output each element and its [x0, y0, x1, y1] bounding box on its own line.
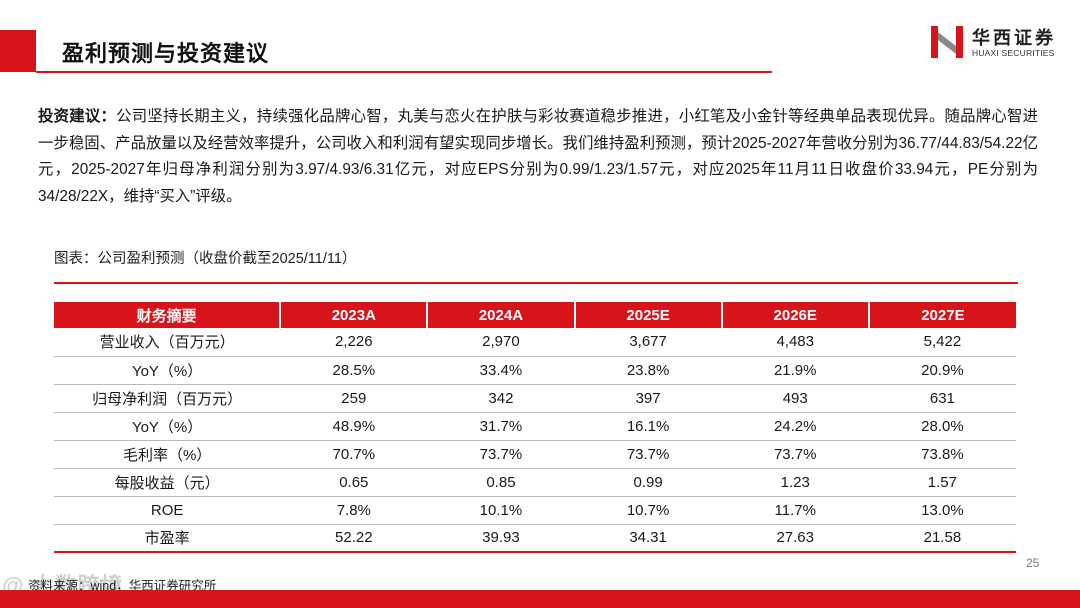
table-cell: 2,226	[280, 328, 428, 357]
table-row: 归母净利润（百万元） 259 342 397 493 631	[54, 384, 1016, 413]
table-row: 毛利率（%） 70.7% 73.7% 73.7% 73.7% 73.8%	[54, 440, 1016, 469]
table-cell: 21.9%	[721, 356, 869, 385]
row-label: YoY（%）	[54, 412, 281, 441]
table-cell: 39.93	[427, 524, 575, 553]
table-cell: 3,677	[574, 328, 722, 357]
header-divider	[36, 71, 772, 73]
table-cell: 24.2%	[721, 412, 869, 441]
huaxi-logo-icon	[931, 26, 963, 58]
data-source-note: 资料来源：wind，华西证券研究所	[28, 579, 217, 593]
table-cell: 16.1%	[574, 412, 722, 441]
table-header-row: 财务摘要 2023A 2024A 2025E 2026E 2027E	[54, 302, 1016, 328]
table-cell: 493	[721, 384, 869, 413]
investment-advice-paragraph: 投资建议：公司坚持长期主义，持续强化品牌心智，丸美与恋火在护肤与彩妆赛道稳步推进…	[38, 104, 1038, 210]
caption-divider	[54, 282, 1018, 284]
table-row: 营业收入（百万元） 2,226 2,970 3,677 4,483 5,422	[54, 328, 1016, 357]
row-label: 毛利率（%）	[54, 440, 281, 469]
table-row: 市盈率 52.22 39.93 34.31 27.63 21.58	[54, 524, 1016, 553]
table-cell: 4,483	[721, 328, 869, 357]
table-cell: 1.23	[721, 468, 869, 497]
row-label: 市盈率	[54, 524, 281, 553]
table-cell: 48.9%	[280, 412, 428, 441]
row-label: YoY（%）	[54, 356, 281, 385]
column-header: 2027E	[868, 302, 1016, 328]
table-cell: 10.7%	[574, 496, 722, 525]
column-header: 2026E	[721, 302, 870, 328]
row-label: ROE	[54, 496, 281, 525]
table-cell: 0.99	[574, 468, 722, 497]
table-cell: 52.22	[280, 524, 428, 553]
page-number: 25	[1026, 556, 1040, 570]
column-header: 2024A	[427, 302, 576, 328]
table-cell: 21.58	[868, 524, 1016, 553]
table-row: 每股收益（元） 0.65 0.85 0.99 1.23 1.57	[54, 468, 1016, 497]
row-label: 归母净利润（百万元）	[54, 384, 281, 413]
table-cell: 20.9%	[868, 356, 1016, 385]
paragraph-lead: 投资建议：	[38, 108, 117, 125]
table-cell: 5,422	[868, 328, 1016, 357]
table-caption: 图表：公司盈利预测（收盘价截至2025/11/11）	[54, 251, 357, 267]
table-row: YoY（%） 48.9% 31.7% 16.1% 24.2% 28.0%	[54, 412, 1016, 441]
table-cell: 73.7%	[427, 440, 575, 469]
table-cell: 73.7%	[574, 440, 722, 469]
table-cell: 70.7%	[280, 440, 428, 469]
table-cell: 7.8%	[280, 496, 428, 525]
table-cell: 397	[574, 384, 722, 413]
table-cell: 342	[427, 384, 575, 413]
table-row: YoY（%） 28.5% 33.4% 23.8% 21.9% 20.9%	[54, 356, 1016, 385]
table-cell: 28.5%	[280, 356, 428, 385]
table-cell: 2,970	[427, 328, 575, 357]
row-label: 营业收入（百万元）	[54, 328, 281, 357]
table-cell: 73.7%	[721, 440, 869, 469]
logo-name-cn: 华西证券	[972, 28, 1056, 48]
earnings-forecast-table: 财务摘要 2023A 2024A 2025E 2026E 2027E 营业收入（…	[54, 302, 1016, 553]
table-cell: 27.63	[721, 524, 869, 553]
column-header: 2023A	[280, 302, 429, 328]
company-logo: 华西证券 HUAXI SECURITIES	[930, 22, 1070, 62]
footer-red-bar	[0, 590, 1080, 608]
column-header: 财务摘要	[54, 302, 282, 328]
table-row: ROE 7.8% 10.1% 10.7% 11.7% 13.0%	[54, 496, 1016, 525]
row-label: 每股收益（元）	[54, 468, 281, 497]
page-title: 盈利预测与投资建议	[62, 41, 270, 66]
column-header: 2025E	[574, 302, 723, 328]
table-cell: 10.1%	[427, 496, 575, 525]
table-cell: 631	[868, 384, 1016, 413]
table-cell: 1.57	[868, 468, 1016, 497]
table-cell: 34.31	[574, 524, 722, 553]
table-cell: 31.7%	[427, 412, 575, 441]
paragraph-body: 公司坚持长期主义，持续强化品牌心智，丸美与恋火在护肤与彩妆赛道稳步推进，小红笔及…	[38, 108, 1038, 205]
table-cell: 259	[280, 384, 428, 413]
table-cell: 13.0%	[868, 496, 1016, 525]
table-cell: 0.85	[427, 468, 575, 497]
header-red-tab	[0, 30, 36, 72]
table-cell: 33.4%	[427, 356, 575, 385]
logo-name-en: HUAXI SECURITIES	[972, 48, 1055, 58]
table-cell: 28.0%	[868, 412, 1016, 441]
table-cell: 23.8%	[574, 356, 722, 385]
table-cell: 0.65	[280, 468, 428, 497]
table-cell: 73.8%	[868, 440, 1016, 469]
table-cell: 11.7%	[721, 496, 869, 525]
